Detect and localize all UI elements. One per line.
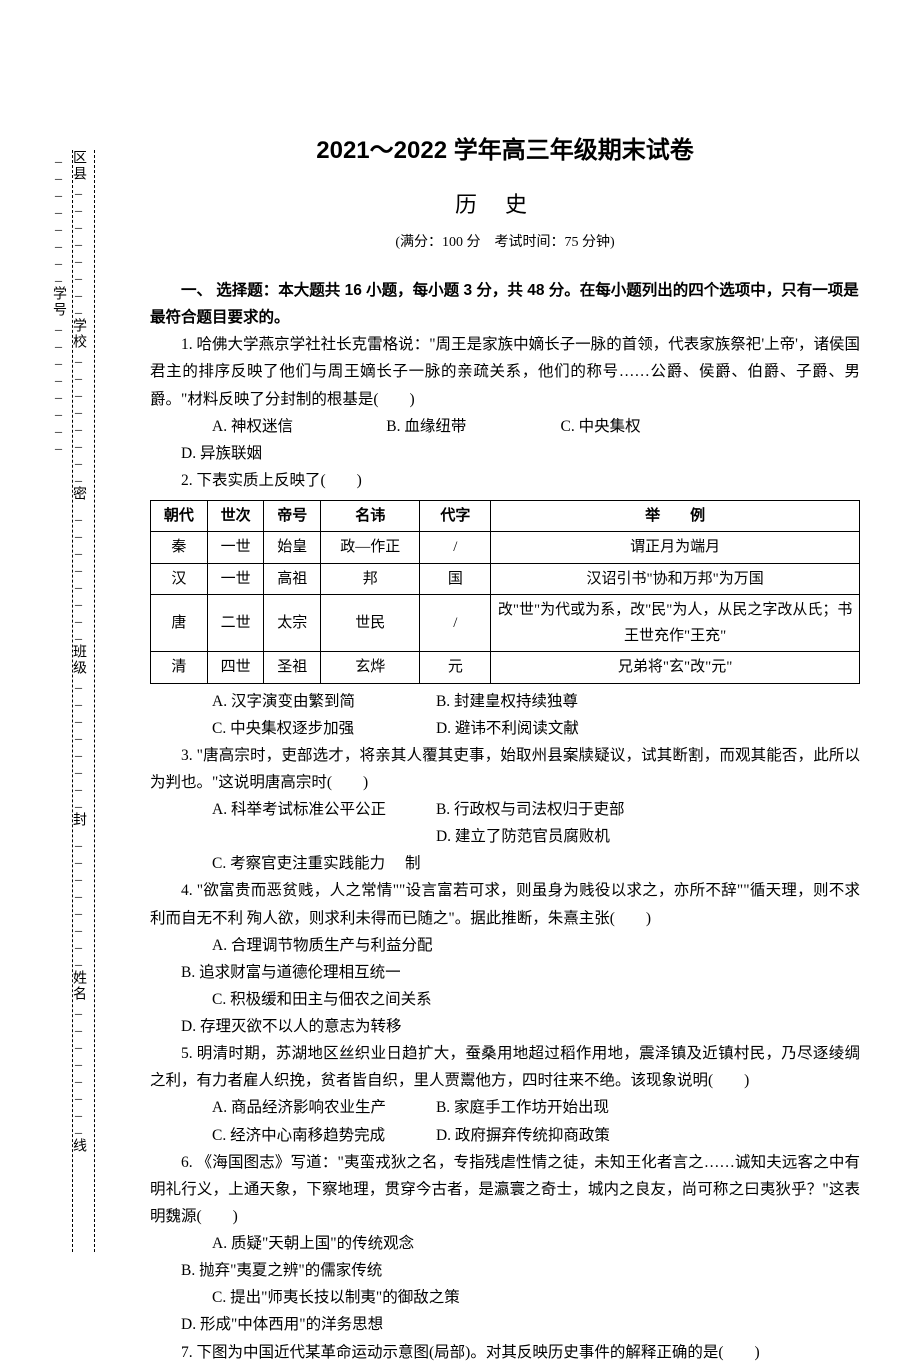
table-row: 秦 一世 始皇 政—作正 / 谓正月为端月 <box>151 532 860 563</box>
q1-option-b: B. 血缘纽带 <box>355 413 525 440</box>
q6-option-b: B. 抛弃"夷夏之辨"的儒家传统 <box>150 1257 491 1284</box>
exam-title: 2021～2022 学年高三年级期末试卷 <box>150 130 860 172</box>
question-3-options-2: C. 考察官吏注重实践能力 D. 建立了防范官员腐败机制 <box>150 823 860 877</box>
q2-option-a: A. 汉字演变由繁到简 <box>181 688 401 715</box>
table-row: 唐 二世 太宗 世民 / 改"世"为代或为系，改"民"为人，从民之字改从氏；书王… <box>151 594 860 652</box>
question-2-options-1: A. 汉字演变由繁到简 B. 封建皇权持续独尊 <box>150 688 860 715</box>
question-5-options-2: C. 经济中心南移趋势完成 D. 政府摒弃传统抑商政策 <box>150 1122 860 1149</box>
q1-option-c: C. 中央集权 <box>530 413 700 440</box>
q4-option-c: C. 积极缓和田主与佃农之间关系 <box>181 986 522 1013</box>
q3-option-a: A. 科举考试标准公平公正 <box>181 796 401 823</box>
table-header-row: 朝代 世次 帝号 名讳 代字 举 例 <box>151 501 860 532</box>
dashed-line-2 <box>94 150 95 1252</box>
binding-margin: 区县________学校________密________班级________封… <box>48 150 118 1252</box>
q1-option-d: D. 异族联姻 <box>150 440 320 467</box>
th-gen: 世次 <box>207 501 264 532</box>
table-row: 清 四世 圣祖 玄烨 元 兄弟将"玄"改"元" <box>151 652 860 683</box>
th-example: 举 例 <box>491 501 860 532</box>
q4-option-d: D. 存理灭欲不以人的意志为转移 <box>150 1013 491 1040</box>
q1-option-a: A. 神权迷信 <box>181 413 351 440</box>
question-6-options-2: C. 提出"师夷长技以制夷"的御敌之策 D. 形成"中体西用"的洋务思想 <box>150 1284 860 1338</box>
q6-option-c: C. 提出"师夷长技以制夷"的御敌之策 <box>181 1284 522 1311</box>
question-4-options-2: C. 积极缓和田主与佃农之间关系 D. 存理灭欲不以人的意志为转移 <box>150 986 860 1040</box>
q5-option-d: D. 政府摒弃传统抑商政策 <box>405 1122 625 1149</box>
q6-option-d: D. 形成"中体西用"的洋务思想 <box>150 1311 491 1338</box>
question-6: 6. 《海国图志》写道："夷蛮戎狄之名，专指残虐性情之徒，未知王化者言之……诚知… <box>150 1149 860 1230</box>
question-3: 3. "唐高宗时，吏部选才，将亲其人覆其吏事，始取州县案牍疑议，试其断割，而观其… <box>150 742 860 796</box>
question-2-options-2: C. 中央集权逐步加强 D. 避讳不利阅读文献 <box>150 715 860 742</box>
question-1-options: A. 神权迷信 B. 血缘纽带 C. 中央集权 D. 异族联姻 <box>150 413 860 467</box>
fold-note: 区县________学校________密________班级________封… <box>48 150 88 1252</box>
q2-option-b: B. 封建皇权持续独尊 <box>405 688 625 715</box>
question-6-options-1: A. 质疑"天朝上国"的传统观念 B. 抛弃"夷夏之辨"的儒家传统 <box>150 1230 860 1284</box>
question-5: 5. 明清时期，苏湖地区丝织业日趋扩大，蚕桑用地超过稻作用地，震泽镇及近镇村民，… <box>150 1040 860 1094</box>
q4-option-b: B. 追求财富与道德伦理相互统一 <box>150 959 491 986</box>
question-2-table: 朝代 世次 帝号 名讳 代字 举 例 秦 一世 始皇 政—作正 / 谓正月为端月… <box>150 500 860 684</box>
q5-option-c: C. 经济中心南移趋势完成 <box>181 1122 401 1149</box>
q6-option-a: A. 质疑"天朝上国"的传统观念 <box>181 1230 522 1257</box>
th-emperor: 帝号 <box>264 501 321 532</box>
section-1-heading: 一、 选择题：本大题共 16 小题，每小题 3 分，共 48 分。在每小题列出的… <box>150 277 860 331</box>
q5-option-a: A. 商品经济影响农业生产 <box>181 1094 401 1121</box>
q2-option-c: C. 中央集权逐步加强 <box>181 715 401 742</box>
q3-option-d: D. 建立了防范官员腐败机制 <box>405 823 625 877</box>
question-1: 1. 哈佛大学燕京学社社长克雷格说："周王是家族中嫡长子一脉的首领，代表家族祭祀… <box>150 331 860 412</box>
th-dynasty: 朝代 <box>151 501 208 532</box>
question-4-options-1: A. 合理调节物质生产与利益分配 B. 追求财富与道德伦理相互统一 <box>150 932 860 986</box>
exam-subject: 历史 <box>150 186 860 225</box>
question-4: 4. "欲富贵而恶贫贱，人之常情""设言富若可求，则虽身为贱役以求之，亦所不辞"… <box>150 877 860 931</box>
question-7: 7. 下图为中国近代某革命运动示意图(局部)。对其反映历史事件的解释正确的是( … <box>150 1339 860 1366</box>
exam-meta: (满分：100 分 考试时间：75 分钟) <box>150 231 860 256</box>
q2-option-d: D. 避讳不利阅读文献 <box>405 715 625 742</box>
table-row: 汉 一世 高祖 邦 国 汉诏引书"协和万邦"为万国 <box>151 563 860 594</box>
exam-content: 2021～2022 学年高三年级期末试卷 历史 (满分：100 分 考试时间：7… <box>150 130 860 1366</box>
th-name: 名讳 <box>321 501 420 532</box>
th-sub: 代字 <box>420 501 491 532</box>
q4-option-a: A. 合理调节物质生产与利益分配 <box>181 932 522 959</box>
question-2: 2. 下表实质上反映了( ) <box>150 467 860 494</box>
q5-option-b: B. 家庭手工作坊开始出现 <box>405 1094 625 1121</box>
question-3-options-1: A. 科举考试标准公平公正 B. 行政权与司法权归于吏部 <box>150 796 860 823</box>
q3-option-c: C. 考察官吏注重实践能力 <box>181 850 401 877</box>
q3-option-b: B. 行政权与司法权归于吏部 <box>405 796 625 823</box>
question-5-options-1: A. 商品经济影响农业生产 B. 家庭手工作坊开始出现 <box>150 1094 860 1121</box>
